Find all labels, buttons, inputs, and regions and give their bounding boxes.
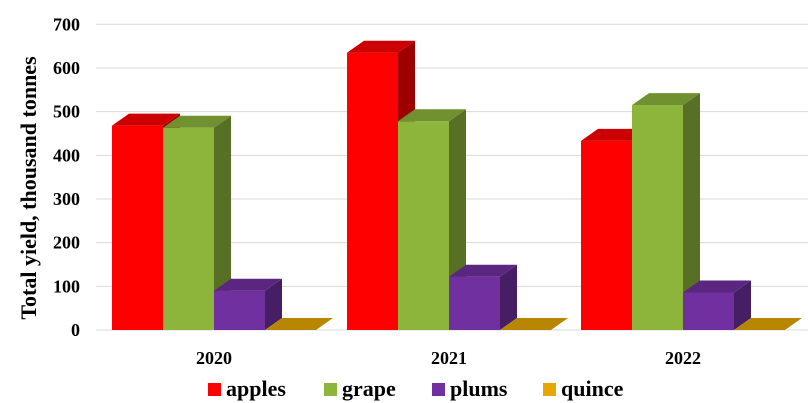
legend: apples grape plums quince — [208, 376, 624, 401]
bars — [112, 40, 802, 331]
x-tick-label: 2020 — [196, 348, 232, 368]
legend-swatch — [432, 383, 445, 396]
y-axis-ticks: 0 100 200 300 400 500 600 700 — [53, 14, 80, 340]
x-tick-label: 2021 — [431, 348, 467, 368]
bar-grape-2022 — [632, 93, 700, 330]
y-tick-label: 600 — [53, 58, 80, 78]
y-tick-label: 400 — [53, 145, 80, 165]
y-tick-label: 0 — [71, 320, 80, 340]
legend-item-apples: apples — [208, 376, 286, 401]
y-tick-label: 300 — [53, 189, 80, 209]
x-axis-ticks: 2020 2021 2022 — [196, 348, 701, 368]
x-tick-label: 2022 — [665, 348, 701, 368]
legend-swatch — [543, 383, 556, 396]
legend-label: grape — [342, 376, 396, 401]
legend-label: plums — [450, 376, 508, 401]
bar-quince-2022 — [734, 318, 802, 330]
legend-item-grape: grape — [324, 376, 396, 401]
bar-plums-2020 — [214, 278, 282, 330]
legend-item-plums: plums — [432, 376, 508, 401]
bar-plums-2022 — [683, 280, 751, 330]
legend-swatch — [208, 383, 221, 396]
legend-label: apples — [226, 376, 286, 401]
bar-grape-2020 — [163, 115, 231, 331]
bar-quince-2021 — [500, 318, 568, 330]
legend-item-quince: quince — [543, 376, 624, 401]
legend-label: quince — [561, 376, 624, 401]
y-tick-label: 500 — [53, 102, 80, 122]
bar-quince-2020 — [265, 318, 333, 330]
y-tick-label: 700 — [53, 14, 80, 34]
y-tick-label: 200 — [53, 233, 80, 253]
y-axis-title: Total yield, thousand tonnes — [16, 56, 41, 320]
y-tick-label: 100 — [53, 276, 80, 296]
bar-plums-2021 — [449, 264, 517, 330]
legend-swatch — [324, 383, 337, 396]
